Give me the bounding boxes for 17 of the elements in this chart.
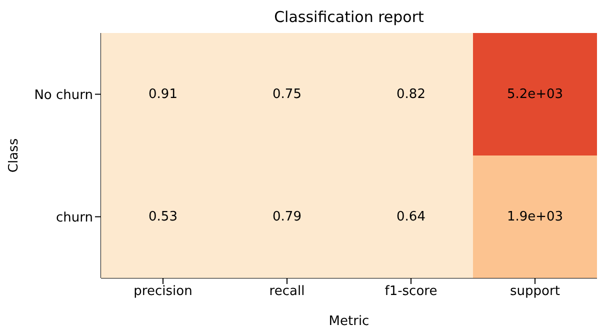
data-label: 0.53: [148, 209, 178, 224]
x-axis-title: Metric: [328, 314, 370, 329]
data-label: 0.64: [396, 209, 426, 224]
y-axis-title: Class: [6, 138, 22, 173]
data-label: 5.2e+03: [506, 86, 564, 102]
data-label: 0.91: [148, 86, 178, 102]
data-label: 1.9e+03: [506, 209, 564, 224]
data-label: 0.79: [272, 209, 302, 224]
x-tick-label: recall: [269, 284, 305, 300]
y-tick-label: churn: [56, 210, 93, 226]
data-label: 0.82: [396, 86, 426, 102]
x-tick-label: f1-score: [384, 284, 438, 300]
chart-title: Classification report: [274, 8, 424, 26]
x-tick-label: support: [510, 284, 560, 300]
data-label: 0.75: [272, 86, 302, 102]
y-tick-label: No churn: [34, 88, 93, 103]
x-tick-label: precision: [134, 284, 192, 300]
